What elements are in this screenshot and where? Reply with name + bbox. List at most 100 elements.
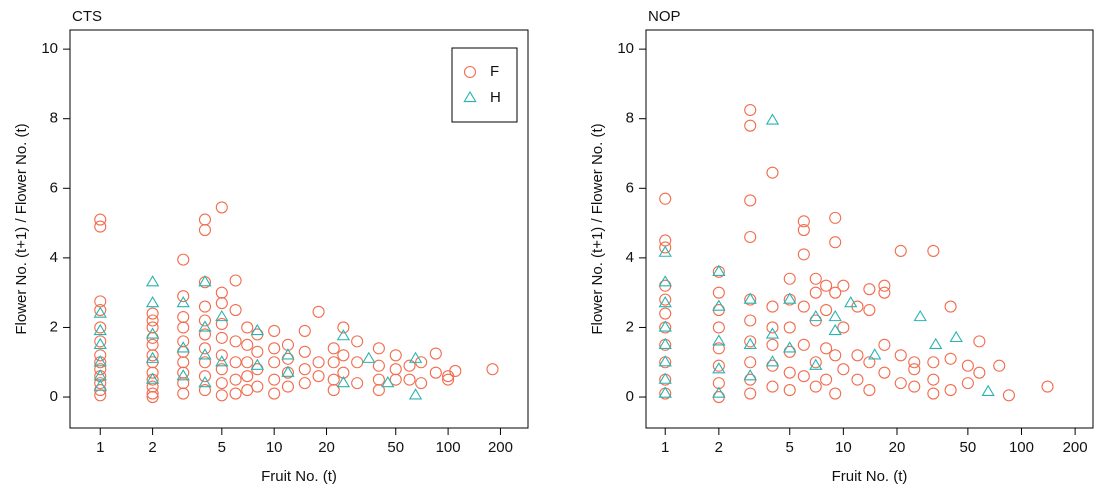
- data-point: [298, 363, 311, 376]
- data-point: [94, 213, 107, 226]
- data-point: [878, 338, 891, 351]
- data-point: [198, 384, 212, 397]
- data-point: [176, 296, 190, 308]
- data-point: [403, 373, 416, 386]
- data-point: [268, 387, 281, 400]
- data-point: [415, 377, 428, 390]
- data-point: [177, 366, 190, 379]
- data-point: [146, 390, 159, 404]
- data-point: [177, 387, 190, 400]
- data-point: [486, 363, 499, 376]
- data-point: [783, 384, 796, 397]
- data-point: [837, 321, 850, 334]
- data-point: [844, 296, 858, 308]
- data-point: [765, 327, 780, 339]
- y-tick-label: 10: [617, 40, 634, 57]
- data-point: [229, 356, 242, 369]
- data-point: [837, 279, 850, 292]
- data-point: [337, 321, 350, 334]
- data-point: [145, 351, 160, 363]
- data-point: [241, 384, 254, 397]
- data-point: [908, 380, 921, 393]
- data-point: [229, 373, 242, 386]
- data-point: [712, 264, 726, 276]
- data-point: [94, 220, 107, 233]
- data-point: [851, 373, 864, 386]
- data-point: [268, 373, 281, 386]
- data-point: [198, 320, 212, 332]
- data-point: [829, 286, 842, 299]
- data-point: [251, 380, 264, 393]
- data-point: [783, 272, 796, 285]
- data-point: [215, 389, 228, 402]
- data-point: [949, 330, 963, 343]
- data-point: [944, 352, 957, 365]
- data-point: [229, 335, 242, 348]
- data-point: [783, 321, 796, 334]
- x-tick-label: 5: [786, 439, 794, 456]
- data-point: [658, 337, 672, 350]
- y-tick-label: 8: [626, 110, 634, 127]
- data-point: [336, 329, 351, 341]
- data-point: [198, 348, 212, 360]
- data-point: [783, 366, 796, 379]
- data-point: [93, 323, 107, 336]
- legend-marker: [463, 90, 477, 103]
- data-point: [765, 113, 780, 125]
- data-point: [744, 335, 757, 348]
- data-point: [146, 307, 159, 320]
- data-point: [177, 253, 190, 266]
- data-point: [94, 363, 107, 376]
- data-point: [744, 119, 757, 132]
- data-point: [389, 349, 402, 362]
- data-point: [198, 328, 212, 341]
- data-point: [809, 286, 822, 299]
- data-point: [797, 338, 810, 351]
- data-point: [658, 386, 672, 398]
- data-point: [712, 286, 725, 299]
- data-point: [372, 359, 385, 372]
- data-point: [766, 300, 779, 313]
- data-point: [981, 384, 995, 396]
- data-point: [927, 244, 940, 257]
- x-tick-label: 20: [318, 439, 335, 456]
- data-point: [215, 297, 228, 310]
- data-point: [336, 376, 351, 388]
- data-point: [312, 305, 325, 318]
- x-tick-label: 1: [96, 439, 104, 456]
- x-tick-label: 1: [661, 439, 669, 456]
- x-axis-label: Fruit No. (t): [261, 468, 337, 485]
- data-point: [868, 348, 882, 360]
- data-point: [94, 295, 107, 308]
- data-point: [372, 384, 385, 397]
- data-point: [250, 323, 264, 336]
- y-tick-label: 4: [626, 249, 634, 266]
- data-point: [820, 279, 833, 292]
- data-point: [241, 356, 254, 369]
- data-point: [198, 342, 212, 355]
- data-point: [381, 376, 395, 388]
- data-point: [198, 376, 212, 388]
- data-point: [927, 356, 940, 369]
- data-point: [828, 323, 842, 336]
- x-tick-label: 200: [488, 439, 513, 456]
- data-point: [993, 359, 1006, 372]
- data-point: [658, 275, 672, 287]
- data-point: [429, 366, 442, 379]
- data-point: [177, 290, 190, 303]
- y-tick-label: 10: [41, 40, 58, 57]
- data-point: [93, 355, 107, 367]
- data-point: [961, 359, 974, 372]
- legend-label: F: [490, 63, 499, 80]
- data-point: [744, 356, 757, 369]
- data-point: [658, 355, 672, 367]
- data-point: [797, 223, 810, 237]
- data-point: [659, 293, 672, 306]
- x-tick-label: 2: [715, 439, 723, 456]
- data-point: [146, 380, 159, 393]
- data-point: [229, 274, 242, 287]
- data-point: [829, 236, 842, 249]
- data-point: [894, 244, 907, 257]
- data-point: [837, 363, 850, 376]
- panel-title: CTS: [72, 8, 102, 25]
